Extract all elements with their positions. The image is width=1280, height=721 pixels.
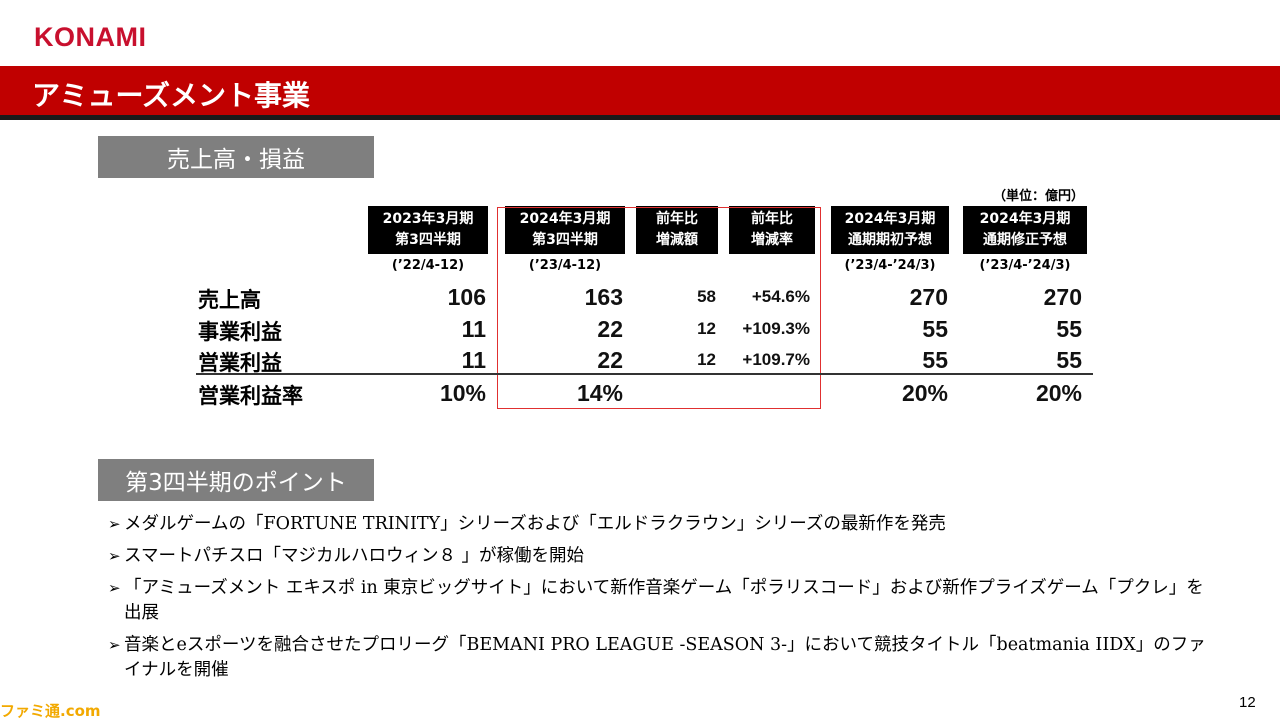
list-item-text: 音楽とeスポーツを融合させたプロリーグ「BEMANI PRO LEAGUE -S… (124, 635, 1206, 680)
list-item-text: メダルゲームの「FORTUNE TRINITY」シリーズおよび「エルドラクラウン… (124, 514, 946, 534)
col-header-yoy-rate: 前年比 増減率 (729, 206, 815, 254)
unit-label: （単位：億円） (993, 189, 1085, 204)
arrow-bullet-icon: ➢ (108, 636, 121, 654)
col-header-line1: 2023年3月期 (382, 211, 474, 227)
arrow-bullet-icon: ➢ (108, 515, 121, 533)
col-header-line1: 前年比 (751, 211, 793, 227)
cell-value: 11 (461, 347, 486, 373)
cell-value: 106 (447, 284, 486, 310)
list-item: ➢ 「アミューズメント エキスポ in 東京ビッグサイト」において新作音楽ゲーム… (108, 576, 1208, 626)
arrow-bullet-icon: ➢ (108, 579, 121, 597)
cell-value: 55 (922, 347, 948, 373)
list-item: ➢ メダルゲームの「FORTUNE TRINITY」シリーズおよび「エルドラクラ… (108, 512, 1208, 537)
col-header-fy24-q3: 2024年3月期 第3四半期 (505, 206, 625, 254)
konami-logo: KONAMI (34, 22, 147, 52)
title-bar: アミューズメント事業 (0, 66, 1280, 120)
col-header-line2: 通期期初予想 (848, 232, 932, 248)
cell-value: +54.6% (751, 287, 810, 306)
col-header-line1: 2024年3月期 (519, 211, 611, 227)
current-quarter-highlight (497, 207, 821, 409)
arrow-bullet-icon: ➢ (108, 547, 121, 565)
cell-value: 20% (1035, 380, 1082, 406)
col-header-initial-forecast: 2024年3月期 通期期初予想 (831, 206, 949, 254)
list-item: ➢ 音楽とeスポーツを融合させたプロリーグ「BEMANI PRO LEAGUE … (108, 633, 1208, 683)
cell-value: 22 (597, 316, 623, 342)
col-header-fy23-q3: 2023年3月期 第3四半期 (368, 206, 488, 254)
col-header-line2: 増減率 (751, 232, 793, 248)
cell-value: 22 (597, 347, 623, 373)
period-fy24-q3: (’23/4-12) (528, 258, 602, 273)
cell-value: +109.7% (742, 350, 810, 369)
cell-value: 55 (922, 316, 948, 342)
row-label-operating-margin: 営業利益率 (198, 384, 303, 408)
col-header-line1: 2024年3月期 (979, 211, 1071, 227)
cell-value: 58 (697, 287, 716, 306)
cell-value: 11 (461, 316, 486, 342)
watermark: ファミ通.com (0, 702, 101, 720)
col-header-revised-forecast: 2024年3月期 通期修正予想 (963, 206, 1087, 254)
row-label-business-profit: 事業利益 (198, 320, 282, 344)
cell-value: 12 (697, 350, 716, 369)
list-item-text: スマートパチスロ「マジカルハロウィン８ 」が稼働を開始 (124, 546, 585, 566)
col-header-yoy-change: 前年比 増減額 (636, 206, 718, 254)
page-title: アミューズメント事業 (32, 79, 311, 112)
list-item-text: 「アミューズメント エキスポ in 東京ビッグサイト」において新作音楽ゲーム「ポ… (124, 578, 1204, 623)
cell-value: 20% (901, 380, 948, 406)
cell-value: 270 (909, 284, 948, 310)
cell-value: +109.3% (742, 319, 810, 338)
period-initial-forecast: (’23/4-’24/3) (844, 258, 936, 273)
table-rule (196, 373, 1093, 375)
section-label-sales: 売上高・損益 (98, 136, 374, 178)
q3-points-list: ➢ メダルゲームの「FORTUNE TRINITY」シリーズおよび「エルドラクラ… (108, 512, 1208, 690)
row-label-net-sales: 売上高 (198, 288, 261, 312)
cell-value: 10% (439, 380, 486, 406)
col-header-line2: 第3四半期 (532, 232, 598, 248)
col-header-line2: 増減額 (656, 232, 698, 248)
list-item: ➢ スマートパチスロ「マジカルハロウィン８ 」が稼働を開始 (108, 544, 1208, 569)
row-label-operating-profit: 営業利益 (198, 351, 282, 375)
cell-value: 55 (1056, 347, 1082, 373)
cell-value: 12 (697, 319, 716, 338)
section-label-q3-points: 第3四半期のポイント (98, 459, 374, 501)
col-header-line1: 前年比 (656, 211, 698, 227)
period-fy23-q3: (’22/4-12) (391, 258, 465, 273)
period-revised-forecast: (’23/4-’24/3) (979, 258, 1071, 273)
col-header-line2: 第3四半期 (395, 232, 461, 248)
col-header-line2: 通期修正予想 (983, 232, 1067, 248)
cell-value: 270 (1043, 284, 1082, 310)
page-number: 12 (1239, 694, 1256, 711)
cell-value: 55 (1056, 316, 1082, 342)
cell-value: 163 (584, 284, 623, 310)
col-header-line1: 2024年3月期 (844, 211, 936, 227)
cell-value: 14% (576, 380, 623, 406)
